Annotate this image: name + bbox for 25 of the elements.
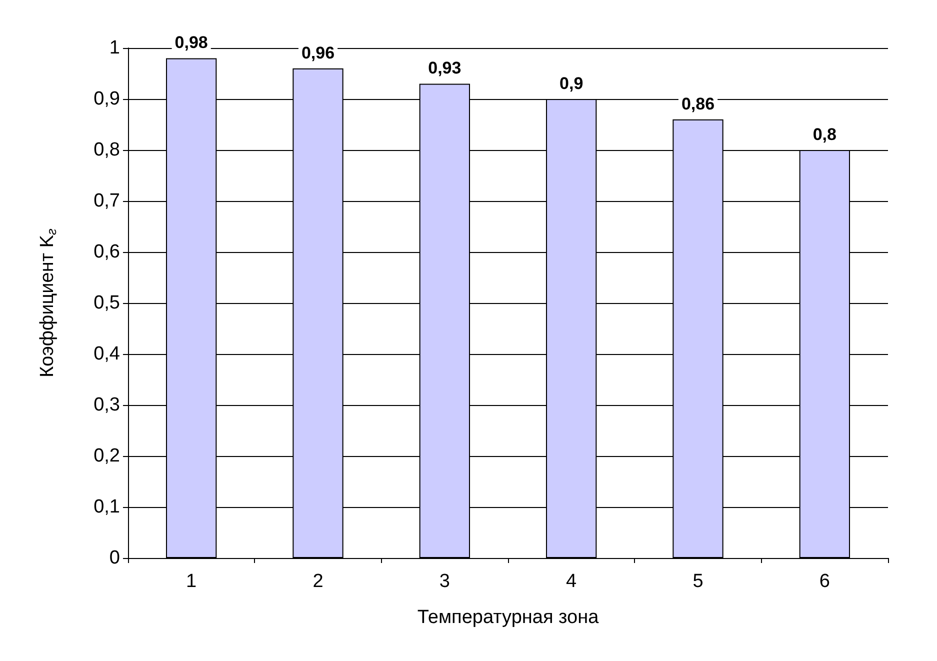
y-tick-label: 1 — [109, 38, 120, 58]
y-tick-label: 0,5 — [94, 292, 120, 314]
x-tick-label: 1 — [186, 571, 197, 592]
x-tick-label: 3 — [439, 571, 450, 592]
data-label: 0,9 — [560, 74, 584, 93]
x-tick-label: 2 — [312, 571, 324, 592]
y-tick-label: 0,1 — [94, 496, 120, 518]
x-tick-label: 4 — [566, 571, 578, 592]
data-label: 0,86 — [681, 94, 715, 114]
y-tick-label: 0,7 — [94, 190, 120, 212]
data-label: 0,93 — [428, 58, 462, 78]
y-tick-label: 0,2 — [94, 446, 120, 466]
y-tick-label: 0,8 — [94, 140, 120, 160]
data-label: 0,96 — [301, 43, 335, 62]
y-tick-label: 0 — [109, 548, 120, 568]
y-axis-title: Коэффициент Kг — [37, 228, 59, 378]
y-tick-label: 0,9 — [94, 88, 120, 110]
data-label: 0,98 — [174, 33, 208, 52]
x-axis-title: Температурная зона — [417, 607, 600, 628]
y-tick-label: 0,4 — [94, 344, 120, 364]
y-tick-label: 0,3 — [94, 394, 120, 416]
x-tick-label: 6 — [819, 571, 830, 592]
data-label: 0,8 — [812, 125, 836, 144]
x-tick-label: 5 — [692, 571, 704, 592]
y-tick-label: 0,6 — [94, 242, 120, 262]
